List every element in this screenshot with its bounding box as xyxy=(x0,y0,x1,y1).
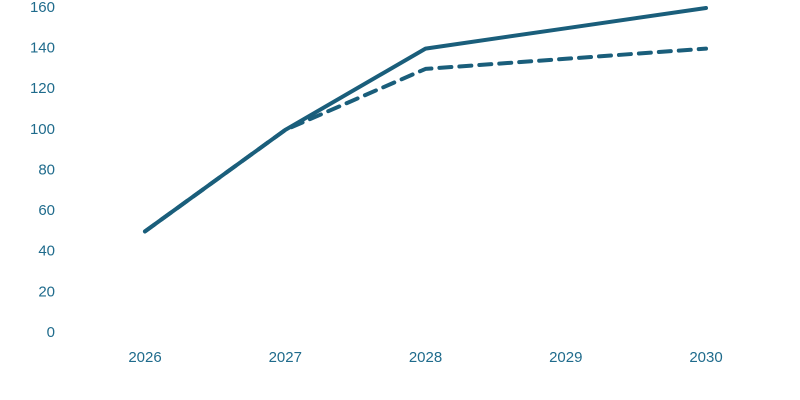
x-axis-tick-labels: 2026 2027 2028 2029 2030 xyxy=(128,349,722,366)
y-axis-tick-labels: 0 20 40 60 80 100 120 140 160 xyxy=(30,0,55,341)
x-tick-label: 2029 xyxy=(549,349,582,366)
plot-area xyxy=(143,6,708,234)
y-tick-label: 80 xyxy=(38,161,55,178)
y-tick-label: 0 xyxy=(47,324,55,341)
series-line-solid xyxy=(143,6,708,234)
x-tick-label: 2028 xyxy=(409,349,442,366)
y-tick-label: 60 xyxy=(38,202,55,219)
series-line-dashed xyxy=(143,46,708,234)
y-tick-label: 40 xyxy=(38,243,55,260)
y-tick-label: 100 xyxy=(30,121,55,138)
x-tick-label: 2027 xyxy=(269,349,302,366)
y-tick-label: 160 xyxy=(30,0,55,16)
x-tick-label: 2030 xyxy=(689,349,722,366)
x-tick-label: 2026 xyxy=(128,349,161,366)
y-tick-label: 120 xyxy=(30,80,55,97)
y-tick-label: 140 xyxy=(30,40,55,57)
y-tick-label: 20 xyxy=(38,283,55,300)
